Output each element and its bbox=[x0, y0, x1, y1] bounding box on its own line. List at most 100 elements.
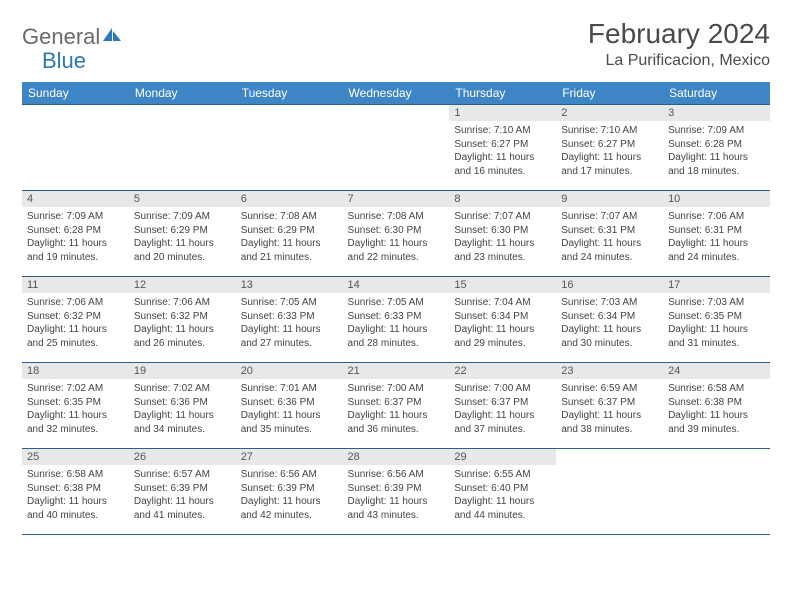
daylight-text: Daylight: 11 hours and 24 minutes. bbox=[561, 237, 658, 264]
daylight-text: Daylight: 11 hours and 27 minutes. bbox=[241, 323, 338, 350]
day-number: 20 bbox=[236, 363, 343, 379]
col-friday: Friday bbox=[556, 82, 663, 105]
day-details: Sunrise: 7:10 AMSunset: 6:27 PMDaylight:… bbox=[449, 121, 556, 182]
col-monday: Monday bbox=[129, 82, 236, 105]
logo-text-2: Blue bbox=[42, 48, 86, 74]
calendar-cell: 13Sunrise: 7:05 AMSunset: 6:33 PMDayligh… bbox=[236, 277, 343, 363]
sunset-text: Sunset: 6:28 PM bbox=[27, 224, 124, 238]
day-details: Sunrise: 7:06 AMSunset: 6:32 PMDaylight:… bbox=[22, 293, 129, 354]
sunrise-text: Sunrise: 7:00 AM bbox=[454, 382, 551, 396]
daylight-text: Daylight: 11 hours and 19 minutes. bbox=[27, 237, 124, 264]
day-details: Sunrise: 7:08 AMSunset: 6:29 PMDaylight:… bbox=[236, 207, 343, 268]
day-number: 15 bbox=[449, 277, 556, 293]
calendar-cell: 27Sunrise: 6:56 AMSunset: 6:39 PMDayligh… bbox=[236, 449, 343, 535]
calendar-cell: 25Sunrise: 6:58 AMSunset: 6:38 PMDayligh… bbox=[22, 449, 129, 535]
sunrise-text: Sunrise: 7:10 AM bbox=[454, 124, 551, 138]
sunrise-text: Sunrise: 6:57 AM bbox=[134, 468, 231, 482]
calendar-body: 1Sunrise: 7:10 AMSunset: 6:27 PMDaylight… bbox=[22, 105, 770, 535]
calendar-week-row: 1Sunrise: 7:10 AMSunset: 6:27 PMDaylight… bbox=[22, 105, 770, 191]
day-details: Sunrise: 6:56 AMSunset: 6:39 PMDaylight:… bbox=[236, 465, 343, 526]
sunrise-text: Sunrise: 6:58 AM bbox=[27, 468, 124, 482]
daylight-text: Daylight: 11 hours and 29 minutes. bbox=[454, 323, 551, 350]
day-details: Sunrise: 6:55 AMSunset: 6:40 PMDaylight:… bbox=[449, 465, 556, 526]
sunrise-text: Sunrise: 6:59 AM bbox=[561, 382, 658, 396]
calendar-cell bbox=[343, 105, 450, 191]
calendar-header-row: Sunday Monday Tuesday Wednesday Thursday… bbox=[22, 82, 770, 105]
daylight-text: Daylight: 11 hours and 18 minutes. bbox=[668, 151, 765, 178]
calendar-cell: 6Sunrise: 7:08 AMSunset: 6:29 PMDaylight… bbox=[236, 191, 343, 277]
day-number: 24 bbox=[663, 363, 770, 379]
day-number: 18 bbox=[22, 363, 129, 379]
day-details: Sunrise: 7:09 AMSunset: 6:29 PMDaylight:… bbox=[129, 207, 236, 268]
day-number: 11 bbox=[22, 277, 129, 293]
sunset-text: Sunset: 6:27 PM bbox=[561, 138, 658, 152]
sunrise-text: Sunrise: 7:02 AM bbox=[134, 382, 231, 396]
calendar-cell: 16Sunrise: 7:03 AMSunset: 6:34 PMDayligh… bbox=[556, 277, 663, 363]
day-number: 8 bbox=[449, 191, 556, 207]
day-details: Sunrise: 7:00 AMSunset: 6:37 PMDaylight:… bbox=[343, 379, 450, 440]
sunrise-text: Sunrise: 7:00 AM bbox=[348, 382, 445, 396]
sunrise-text: Sunrise: 7:08 AM bbox=[241, 210, 338, 224]
sunset-text: Sunset: 6:39 PM bbox=[348, 482, 445, 496]
day-details: Sunrise: 7:08 AMSunset: 6:30 PMDaylight:… bbox=[343, 207, 450, 268]
calendar-cell: 20Sunrise: 7:01 AMSunset: 6:36 PMDayligh… bbox=[236, 363, 343, 449]
logo: General bbox=[22, 24, 124, 50]
calendar-cell: 11Sunrise: 7:06 AMSunset: 6:32 PMDayligh… bbox=[22, 277, 129, 363]
daylight-text: Daylight: 11 hours and 30 minutes. bbox=[561, 323, 658, 350]
sunset-text: Sunset: 6:30 PM bbox=[454, 224, 551, 238]
day-details: Sunrise: 7:02 AMSunset: 6:36 PMDaylight:… bbox=[129, 379, 236, 440]
daylight-text: Daylight: 11 hours and 25 minutes. bbox=[27, 323, 124, 350]
day-number: 17 bbox=[663, 277, 770, 293]
calendar-cell: 5Sunrise: 7:09 AMSunset: 6:29 PMDaylight… bbox=[129, 191, 236, 277]
sunset-text: Sunset: 6:30 PM bbox=[348, 224, 445, 238]
daylight-text: Daylight: 11 hours and 39 minutes. bbox=[668, 409, 765, 436]
col-thursday: Thursday bbox=[449, 82, 556, 105]
calendar-cell bbox=[22, 105, 129, 191]
sunrise-text: Sunrise: 7:06 AM bbox=[134, 296, 231, 310]
col-wednesday: Wednesday bbox=[343, 82, 450, 105]
sunset-text: Sunset: 6:35 PM bbox=[668, 310, 765, 324]
day-details: Sunrise: 7:07 AMSunset: 6:30 PMDaylight:… bbox=[449, 207, 556, 268]
sunrise-text: Sunrise: 7:02 AM bbox=[27, 382, 124, 396]
sunset-text: Sunset: 6:34 PM bbox=[561, 310, 658, 324]
day-details: Sunrise: 7:09 AMSunset: 6:28 PMDaylight:… bbox=[663, 121, 770, 182]
sunrise-text: Sunrise: 7:10 AM bbox=[561, 124, 658, 138]
sunrise-text: Sunrise: 7:06 AM bbox=[27, 296, 124, 310]
header: General February 2024 La Purificacion, M… bbox=[22, 18, 770, 70]
sunset-text: Sunset: 6:38 PM bbox=[668, 396, 765, 410]
day-number: 29 bbox=[449, 449, 556, 465]
day-number: 19 bbox=[129, 363, 236, 379]
sunset-text: Sunset: 6:38 PM bbox=[27, 482, 124, 496]
day-number: 16 bbox=[556, 277, 663, 293]
calendar-cell: 10Sunrise: 7:06 AMSunset: 6:31 PMDayligh… bbox=[663, 191, 770, 277]
sunset-text: Sunset: 6:28 PM bbox=[668, 138, 765, 152]
day-details: Sunrise: 7:05 AMSunset: 6:33 PMDaylight:… bbox=[343, 293, 450, 354]
daylight-text: Daylight: 11 hours and 24 minutes. bbox=[668, 237, 765, 264]
day-details: Sunrise: 7:06 AMSunset: 6:32 PMDaylight:… bbox=[129, 293, 236, 354]
day-number: 10 bbox=[663, 191, 770, 207]
day-details: Sunrise: 6:56 AMSunset: 6:39 PMDaylight:… bbox=[343, 465, 450, 526]
sunset-text: Sunset: 6:37 PM bbox=[561, 396, 658, 410]
calendar-cell: 4Sunrise: 7:09 AMSunset: 6:28 PMDaylight… bbox=[22, 191, 129, 277]
sunrise-text: Sunrise: 7:04 AM bbox=[454, 296, 551, 310]
calendar-cell: 17Sunrise: 7:03 AMSunset: 6:35 PMDayligh… bbox=[663, 277, 770, 363]
daylight-text: Daylight: 11 hours and 43 minutes. bbox=[348, 495, 445, 522]
sunset-text: Sunset: 6:34 PM bbox=[454, 310, 551, 324]
day-number: 3 bbox=[663, 105, 770, 121]
calendar-cell: 22Sunrise: 7:00 AMSunset: 6:37 PMDayligh… bbox=[449, 363, 556, 449]
col-sunday: Sunday bbox=[22, 82, 129, 105]
day-details: Sunrise: 6:57 AMSunset: 6:39 PMDaylight:… bbox=[129, 465, 236, 526]
day-details: Sunrise: 7:03 AMSunset: 6:34 PMDaylight:… bbox=[556, 293, 663, 354]
daylight-text: Daylight: 11 hours and 42 minutes. bbox=[241, 495, 338, 522]
calendar-week-row: 4Sunrise: 7:09 AMSunset: 6:28 PMDaylight… bbox=[22, 191, 770, 277]
calendar-cell: 12Sunrise: 7:06 AMSunset: 6:32 PMDayligh… bbox=[129, 277, 236, 363]
sunset-text: Sunset: 6:29 PM bbox=[241, 224, 338, 238]
logo-sail-icon bbox=[102, 26, 124, 49]
day-details: Sunrise: 6:58 AMSunset: 6:38 PMDaylight:… bbox=[22, 465, 129, 526]
day-number: 1 bbox=[449, 105, 556, 121]
sunset-text: Sunset: 6:32 PM bbox=[27, 310, 124, 324]
sunset-text: Sunset: 6:39 PM bbox=[134, 482, 231, 496]
sunrise-text: Sunrise: 7:03 AM bbox=[561, 296, 658, 310]
sunset-text: Sunset: 6:33 PM bbox=[348, 310, 445, 324]
calendar-cell: 9Sunrise: 7:07 AMSunset: 6:31 PMDaylight… bbox=[556, 191, 663, 277]
